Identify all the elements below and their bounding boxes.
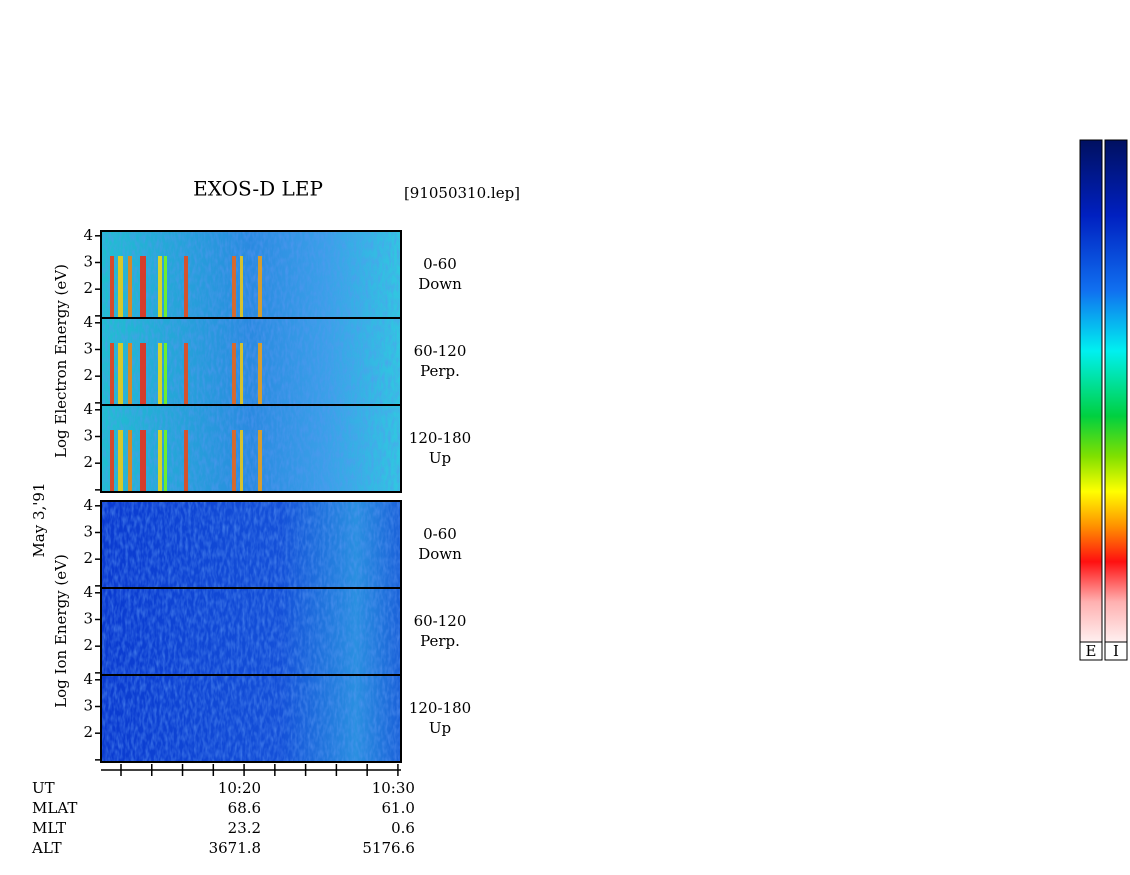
y-tick-label: 3	[83, 426, 93, 444]
spectrogram-streak	[184, 256, 188, 318]
panel-frame	[100, 404, 402, 493]
direction: Down	[418, 275, 462, 293]
spectrogram-streak	[110, 343, 114, 405]
spectrogram-noise	[101, 231, 401, 318]
spectrogram-streak	[258, 430, 262, 492]
spectrogram-streak	[164, 343, 167, 405]
pitch-angle: 120-180	[409, 699, 471, 717]
spectrogram-streak	[118, 430, 123, 492]
y-tick-label: 2	[83, 636, 93, 654]
title: EXOS-D LEP	[193, 177, 323, 201]
spectrogram-streak	[184, 430, 188, 492]
spectrogram-noise	[101, 501, 401, 588]
row-value: 23.2	[228, 819, 261, 837]
row-value: 61.0	[382, 799, 415, 817]
direction: Up	[429, 449, 451, 467]
row-name: UT	[32, 779, 55, 797]
spectrogram-streak	[118, 343, 123, 405]
panel-frame	[100, 674, 402, 763]
spectrogram-streak	[140, 343, 146, 405]
spectrogram-streak	[240, 430, 243, 492]
spectrogram-streak	[128, 430, 132, 492]
spectrogram-noise	[101, 405, 401, 492]
y-tick-label: 2	[83, 366, 93, 384]
row-value: 3671.8	[209, 839, 262, 857]
spectrogram-streak	[258, 256, 262, 318]
y-tick-label: 4	[83, 583, 93, 601]
color-bar-label-box	[1104, 641, 1128, 661]
direction: Perp.	[420, 632, 460, 650]
pitch-angle: 0-60	[423, 255, 457, 273]
spectrogram-streak	[164, 430, 167, 492]
y-tick-label: 2	[83, 279, 93, 297]
y-tick-label: 4	[83, 670, 93, 688]
direction: Perp.	[420, 362, 460, 380]
spectrogram-streak	[128, 256, 132, 318]
spectrogram-noise	[101, 675, 401, 762]
y-axis-label: Log Electron Energy (eV)	[52, 264, 70, 458]
x-tick-label: 10:20	[218, 779, 261, 797]
x-tick-label: 10:30	[372, 779, 415, 797]
spectrogram-noise	[101, 588, 401, 675]
color-bar	[1104, 139, 1128, 643]
color-bar-label: E	[1086, 642, 1097, 660]
row-name: MLAT	[32, 799, 77, 817]
pitch-angle: 60-120	[414, 612, 467, 630]
file-name: [91050310.lep]	[404, 184, 520, 202]
row-name: ALT	[31, 839, 62, 857]
spectrogram-streak	[232, 343, 236, 405]
spectrogram-noise	[101, 318, 401, 405]
spectrogram-streak	[240, 343, 243, 405]
spectrogram-streak	[140, 256, 146, 318]
spectrogram-streak	[184, 343, 188, 405]
y-tick-label: 3	[83, 696, 93, 714]
color-bar	[1079, 139, 1103, 643]
spectrogram-streak	[140, 430, 146, 492]
row-value: 68.6	[228, 799, 261, 817]
pitch-angle: 0-60	[423, 525, 457, 543]
spectrogram-streak	[164, 256, 167, 318]
spectrogram-streak	[110, 430, 114, 492]
spectrogram-streak	[128, 343, 132, 405]
spectrogram-streak	[232, 256, 236, 318]
pitch-angle: 60-120	[414, 342, 467, 360]
y-axis-label: Log Ion Energy (eV)	[52, 554, 70, 708]
pitch-angle: 120-180	[409, 429, 471, 447]
color-bar-label-box	[1079, 641, 1103, 661]
spectrogram-streak	[258, 343, 262, 405]
direction: Up	[429, 719, 451, 737]
row-value: 0.6	[391, 819, 415, 837]
y-tick-label: 2	[83, 453, 93, 471]
y-tick-label: 3	[83, 609, 93, 627]
row-name: MLT	[32, 819, 66, 837]
y-tick-label: 3	[83, 339, 93, 357]
row-value: 5176.6	[362, 839, 415, 857]
date-label: May 3,'91	[30, 482, 48, 557]
spectrogram-streak	[240, 256, 243, 318]
y-tick-label: 3	[83, 252, 93, 270]
spectrogram-streak	[232, 430, 236, 492]
spectrogram-streak	[158, 430, 162, 492]
y-tick-label: 4	[83, 313, 93, 331]
spectrogram-streak	[158, 343, 162, 405]
y-tick-label: 4	[83, 496, 93, 514]
y-tick-label: 2	[83, 723, 93, 741]
spectrogram-streak	[110, 256, 114, 318]
y-tick-label: 2	[83, 549, 93, 567]
color-bar-label: I	[1113, 642, 1119, 660]
y-tick-label: 4	[83, 400, 93, 418]
y-tick-label: 3	[83, 522, 93, 540]
spectrogram-streak	[118, 256, 123, 318]
y-tick-label: 4	[83, 226, 93, 244]
direction: Down	[418, 545, 462, 563]
spectrogram-streak	[158, 256, 162, 318]
